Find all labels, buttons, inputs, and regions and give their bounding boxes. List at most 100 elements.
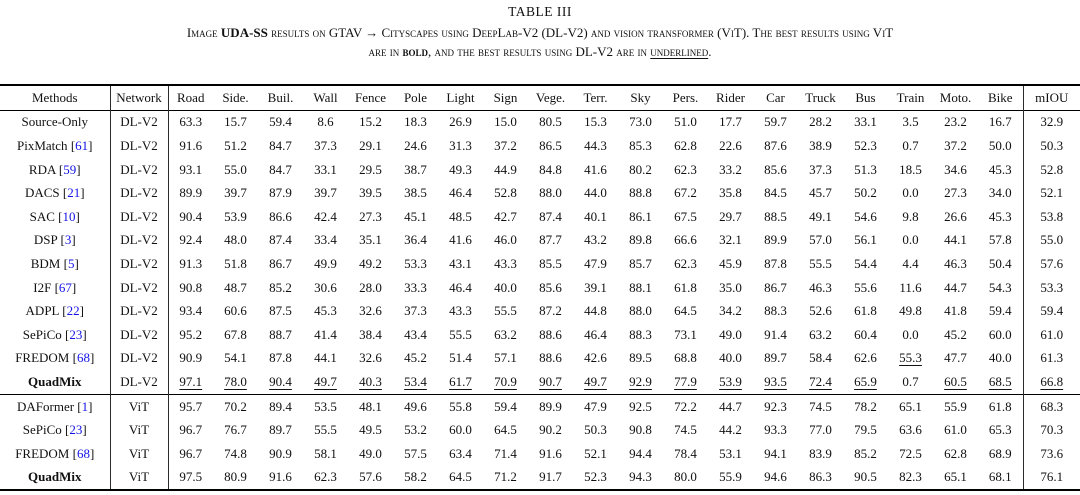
score-cell: 68.5: [988, 373, 1012, 389]
score-cell: 83.9: [809, 445, 832, 461]
table-row: ADPL [22] DL-V2 93.4 60.6 87.5 45.3 32.6 37.3 43…: [0, 299, 1080, 323]
score-cell: 45.2: [404, 350, 427, 366]
score-cell: 45.1: [404, 208, 427, 224]
network-cell: DL-V2: [110, 110, 169, 135]
score-cell: 53.5: [314, 398, 337, 414]
score-cell: 66.6: [674, 232, 697, 248]
score-cell: 60.4: [854, 326, 877, 342]
score-cell: 85.3: [629, 137, 652, 153]
table-body: Source-Only DL-V2 63.3 15.7 59.4 8.6 15.2 18.3 2…: [0, 110, 1080, 491]
score-cell: 4.4: [902, 255, 919, 271]
score-cell: 41.4: [314, 326, 337, 342]
citation-link[interactable]: 10: [62, 208, 76, 224]
score-cell: 43.2: [584, 232, 607, 248]
citation-link[interactable]: 21: [67, 185, 81, 201]
caption-text: are in: [368, 44, 403, 59]
score-cell: 82.3: [899, 469, 922, 485]
score-cell: 53.9: [224, 208, 247, 224]
score-cell: 86.6: [269, 208, 292, 224]
table-row: DACS [21] DL-V2 89.9 39.7 87.9 39.7 39.5 38.5 46…: [0, 181, 1080, 205]
score-cell: 87.2: [539, 303, 562, 319]
score-cell: 36.4: [404, 232, 427, 248]
citation-link[interactable]: 59: [63, 161, 77, 177]
method-cell: DACS [21]: [0, 181, 111, 205]
score-cell: 0.7: [902, 137, 919, 153]
score-cell: 15.2: [359, 114, 382, 130]
score-cell: 62.3: [674, 255, 697, 271]
score-cell: 48.0: [224, 232, 247, 248]
score-cell: 63.3: [179, 114, 203, 130]
score-cell: 15.3: [584, 114, 607, 130]
score-cell: 91.6: [179, 137, 203, 153]
score-cell: 92.5: [629, 398, 652, 414]
score-cell: 90.9: [179, 350, 203, 366]
column-header: Road: [177, 89, 205, 105]
score-cell: 50.4: [988, 255, 1012, 271]
method-name: I2F: [33, 279, 52, 295]
score-cell: 59.4: [269, 114, 292, 130]
score-cell: 91.3: [179, 255, 203, 271]
score-cell: 50.2: [854, 185, 877, 201]
score-cell: 50.0: [988, 137, 1012, 153]
score-cell: 33.1: [854, 114, 877, 130]
miou-cell: 57.6: [1022, 252, 1080, 276]
network-cell: DL-V2: [110, 252, 169, 276]
score-cell: 42.7: [494, 208, 517, 224]
score-cell: 49.7: [314, 373, 337, 389]
score-cell: 52.6: [809, 303, 832, 319]
method-cell: I2F [67]: [0, 275, 111, 300]
table-row: I2F [67] DL-V2 90.8 48.7 85.2 30.6 28.0 33.3 46.…: [0, 275, 1080, 300]
citation-link[interactable]: 3: [64, 232, 72, 248]
score-cell: 86.7: [269, 255, 292, 271]
score-cell: 62.8: [674, 137, 697, 153]
score-cell: 0.7: [902, 373, 919, 389]
score-cell: 39.7: [314, 185, 337, 201]
score-cell: 58.4: [809, 350, 832, 366]
score-cell: 72.4: [809, 373, 832, 389]
score-cell: 17.7: [719, 114, 742, 130]
score-cell: 3.5: [902, 114, 919, 130]
score-cell: 29.1: [359, 137, 382, 153]
score-cell: 16.7: [988, 114, 1012, 130]
score-cell: 72.5: [899, 445, 922, 461]
citation-link[interactable]: 68: [76, 445, 90, 461]
score-cell: 87.8: [269, 350, 292, 366]
score-cell: 64.5: [494, 422, 517, 438]
score-cell: 70.9: [494, 373, 517, 389]
score-cell: 77.9: [674, 373, 697, 389]
score-cell: 74.5: [809, 398, 832, 414]
miou-cell: 73.6: [1022, 441, 1080, 466]
network-cell: ViT: [110, 441, 169, 466]
score-cell: 84.5: [764, 185, 787, 201]
column-header: Fence: [354, 89, 387, 105]
score-cell: 87.5: [269, 303, 292, 319]
citation-link[interactable]: 67: [58, 279, 72, 295]
citation-link[interactable]: 23: [69, 326, 83, 342]
network-cell: ViT: [110, 418, 169, 442]
method-cell: SePiCo [23]: [0, 418, 111, 442]
score-cell: 33.3: [404, 279, 427, 295]
citation-link[interactable]: 1: [81, 398, 89, 414]
column-header: Wall: [313, 89, 338, 105]
score-cell: 41.8: [944, 303, 967, 319]
score-cell: 67.8: [224, 326, 247, 342]
score-cell: 91.4: [764, 326, 787, 342]
miou-cell: 52.1: [1022, 181, 1080, 205]
network-cell: DL-V2: [110, 370, 169, 395]
score-cell: 28.0: [359, 279, 382, 295]
citation-link[interactable]: 5: [67, 255, 75, 271]
method-name: FREDOM: [15, 350, 70, 366]
score-cell: 39.5: [359, 185, 382, 201]
method-name: RDA: [28, 161, 56, 177]
method-cell: Source-Only: [0, 110, 111, 135]
score-cell: 40.0: [494, 279, 517, 295]
score-cell: 87.7: [539, 232, 562, 248]
citation-link[interactable]: 68: [76, 350, 90, 366]
score-cell: 8.6: [317, 114, 334, 130]
citation-link[interactable]: 61: [75, 137, 89, 153]
score-cell: 55.5: [314, 422, 337, 438]
score-cell: 88.0: [539, 185, 562, 201]
citation-link[interactable]: 23: [69, 422, 83, 438]
citation-link[interactable]: 22: [66, 303, 80, 319]
score-cell: 9.8: [902, 208, 919, 224]
